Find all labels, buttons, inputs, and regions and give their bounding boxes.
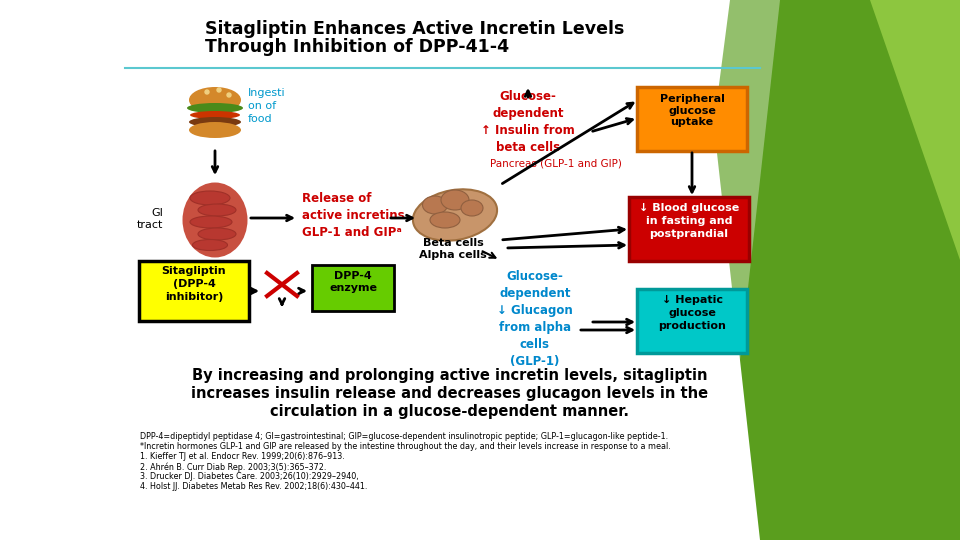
Text: DPP-4=dipeptidyl peptidase 4; GI=gastrointestinal; GIP=glucose-dependent insulin: DPP-4=dipeptidyl peptidase 4; GI=gastroi… (140, 432, 668, 441)
Polygon shape (700, 0, 960, 540)
Text: GI
tract: GI tract (136, 208, 163, 230)
FancyBboxPatch shape (637, 289, 747, 353)
Text: Sitagliptin Enhances Active Incretin Levels: Sitagliptin Enhances Active Incretin Lev… (205, 20, 624, 38)
Text: 1. Kieffer TJ et al. Endocr Rev. 1999;20(6):876–913.: 1. Kieffer TJ et al. Endocr Rev. 1999;20… (140, 452, 345, 461)
Text: Glucose-
dependent
↓ Glucagon
from alpha
cells
(GLP-1): Glucose- dependent ↓ Glucagon from alpha… (497, 270, 573, 368)
Text: ↓ Blood glucose
in fasting and
postprandial: ↓ Blood glucose in fasting and postprand… (638, 203, 739, 239)
Ellipse shape (422, 196, 447, 214)
Polygon shape (790, 0, 960, 260)
Text: By increasing and prolonging active incretin levels, sitagliptin: By increasing and prolonging active incr… (192, 368, 708, 383)
Ellipse shape (193, 240, 228, 251)
FancyBboxPatch shape (312, 265, 394, 311)
Text: 2. Ahrén B. Curr Diab Rep. 2003;3(5):365–372.: 2. Ahrén B. Curr Diab Rep. 2003;3(5):365… (140, 462, 326, 471)
Ellipse shape (182, 183, 248, 258)
Ellipse shape (189, 117, 241, 127)
Text: Pancreas (GLP-1 and GIP): Pancreas (GLP-1 and GIP) (490, 158, 622, 168)
Ellipse shape (461, 200, 483, 216)
Text: Ingesti
on of
food: Ingesti on of food (248, 88, 286, 124)
Ellipse shape (190, 191, 230, 205)
Ellipse shape (198, 228, 236, 240)
Text: ↓ Hepatic
glucose
production: ↓ Hepatic glucose production (658, 295, 726, 330)
Circle shape (205, 90, 209, 94)
Ellipse shape (190, 216, 232, 228)
Text: Sitagliptin
(DPP-4
inhibitor): Sitagliptin (DPP-4 inhibitor) (161, 266, 227, 302)
Ellipse shape (190, 111, 240, 119)
FancyBboxPatch shape (637, 87, 747, 151)
Ellipse shape (189, 122, 241, 138)
Circle shape (227, 93, 231, 97)
Text: DPP-4
enzyme: DPP-4 enzyme (329, 271, 377, 293)
Ellipse shape (413, 190, 497, 241)
Text: Beta cells
Alpha cells: Beta cells Alpha cells (420, 238, 487, 260)
Text: Release of
active incretins
GLP-1 and GIPᵃ: Release of active incretins GLP-1 and GI… (302, 192, 404, 239)
Text: *Incretin hormones GLP-1 and GIP are released by the intestine throughout the da: *Incretin hormones GLP-1 and GIP are rel… (140, 442, 671, 451)
Ellipse shape (187, 103, 243, 113)
Text: Glucose-
dependent
↑ Insulin from
beta cells: Glucose- dependent ↑ Insulin from beta c… (481, 90, 575, 154)
Polygon shape (0, 0, 730, 540)
Polygon shape (640, 0, 780, 540)
Text: 4. Holst JJ. Diabetes Metab Res Rev. 2002;18(6):430–441.: 4. Holst JJ. Diabetes Metab Res Rev. 200… (140, 482, 368, 491)
Text: Peripheral
glucose
uptake: Peripheral glucose uptake (660, 94, 725, 127)
Text: increases insulin release and decreases glucagon levels in the: increases insulin release and decreases … (191, 386, 708, 401)
Ellipse shape (189, 87, 241, 113)
Text: circulation in a glucose-dependent manner.: circulation in a glucose-dependent manne… (271, 404, 630, 419)
FancyBboxPatch shape (139, 261, 249, 321)
Circle shape (217, 88, 221, 92)
Ellipse shape (430, 212, 460, 228)
Text: Through Inhibition of DPP-41-4: Through Inhibition of DPP-41-4 (205, 38, 509, 56)
Text: 3. Drucker DJ. Diabetes Care. 2003;26(10):2929–2940,: 3. Drucker DJ. Diabetes Care. 2003;26(10… (140, 472, 359, 481)
Ellipse shape (441, 190, 469, 210)
FancyBboxPatch shape (629, 197, 749, 261)
Ellipse shape (198, 204, 236, 216)
